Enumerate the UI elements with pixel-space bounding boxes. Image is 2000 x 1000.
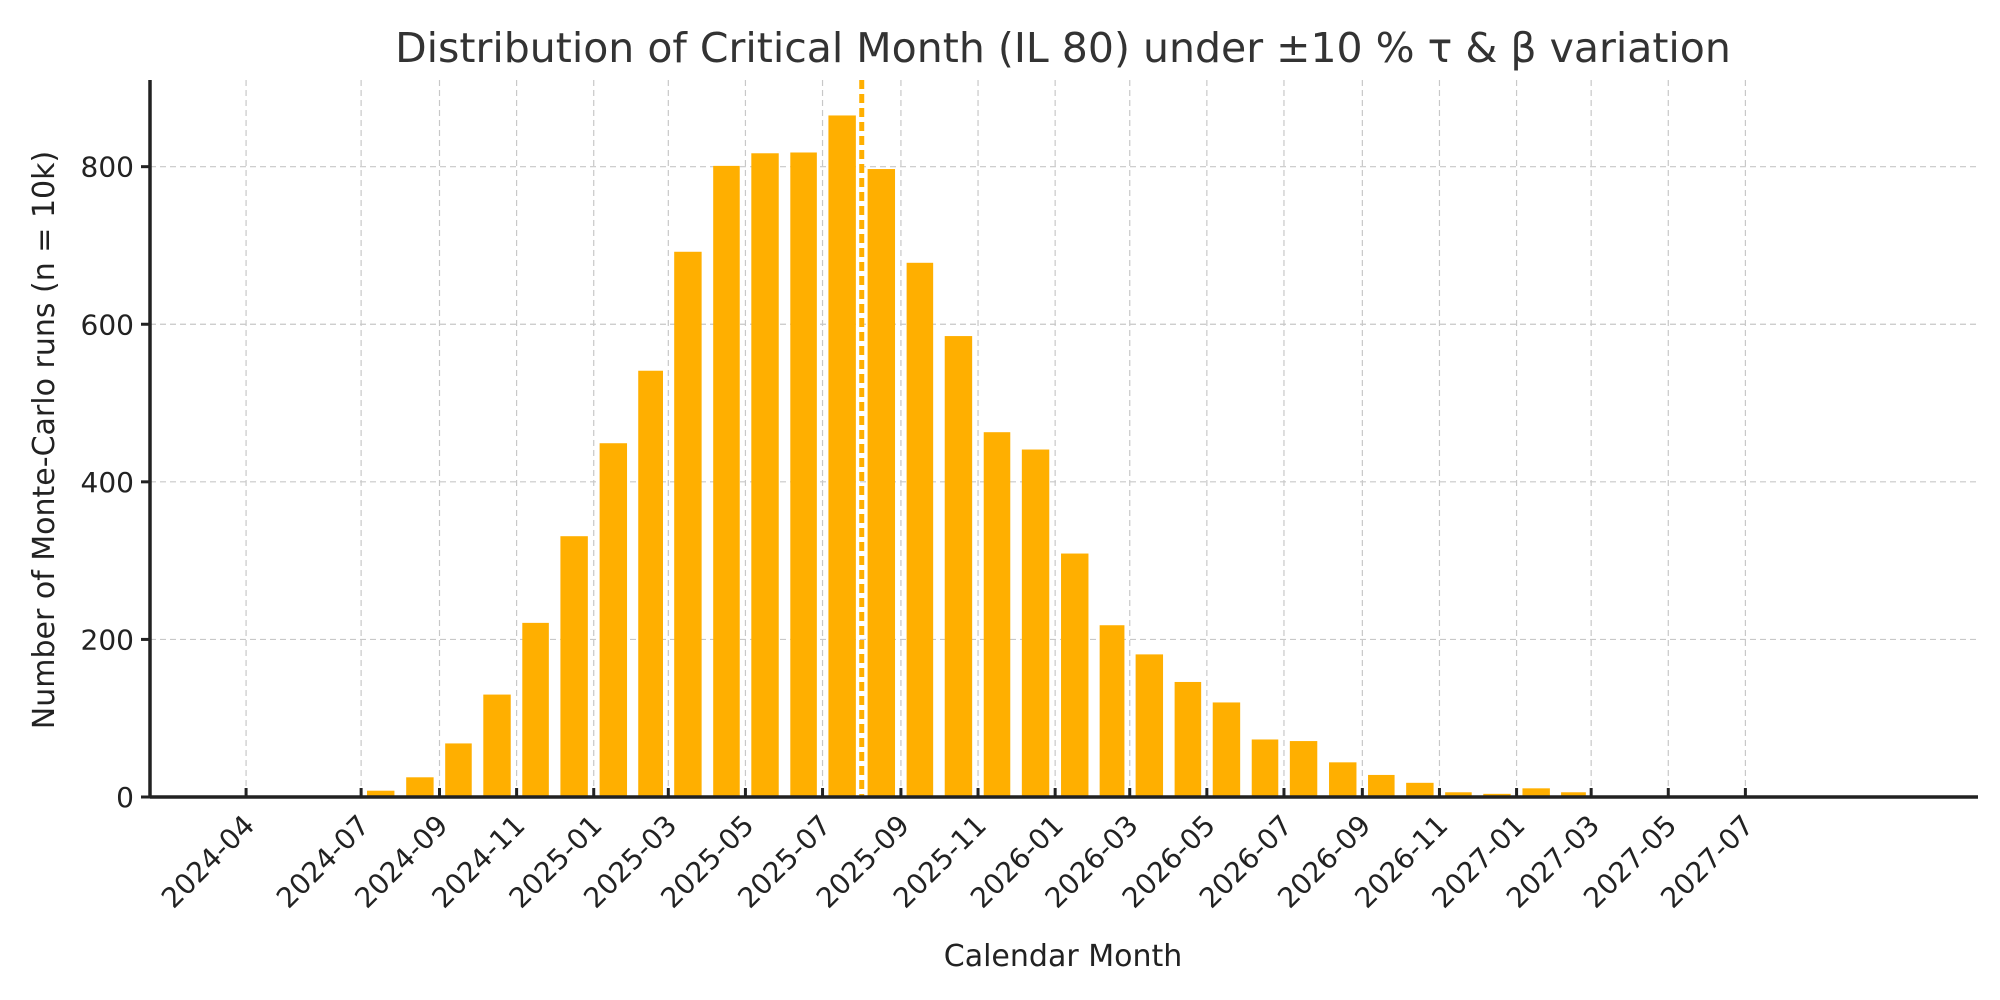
y-tick-label: 400 (81, 466, 134, 499)
bar-layer (366, 115, 1586, 798)
bar (1251, 739, 1279, 797)
bar (674, 251, 702, 797)
bar (983, 432, 1011, 797)
bar (483, 694, 511, 797)
bar (1174, 681, 1202, 797)
bar (1061, 553, 1089, 797)
y-tick-label: 200 (81, 623, 134, 656)
bar (522, 622, 549, 797)
bar (1445, 792, 1472, 797)
bar (906, 262, 934, 797)
chart-title: Distribution of Critical Month (IL 80) u… (395, 24, 1731, 72)
bar (445, 743, 472, 797)
y-tick-label: 800 (81, 151, 134, 184)
bar (1561, 792, 1586, 797)
bar (560, 536, 588, 797)
bar (1289, 741, 1318, 797)
bar (944, 336, 973, 797)
bar (1329, 762, 1357, 797)
x-tick-label: 2024-04 (155, 809, 261, 915)
bar (366, 790, 395, 797)
bar (1368, 774, 1395, 797)
bar (1135, 654, 1164, 797)
bar (1099, 625, 1125, 797)
bar (790, 152, 817, 797)
bar (751, 153, 779, 797)
bar (1021, 449, 1050, 797)
bar (867, 169, 896, 798)
y-tick-label: 0 (116, 781, 134, 814)
y-axis-label: Number of Monte-Carlo runs (n = 10k) (27, 151, 62, 729)
bar (638, 370, 664, 797)
bar (599, 443, 628, 797)
bar (1522, 788, 1550, 797)
axis-layer (148, 80, 1978, 799)
bar (828, 115, 856, 797)
x-axis-label: Calendar Month (944, 939, 1182, 974)
bar (1406, 782, 1434, 797)
y-tick-label: 600 (81, 308, 134, 341)
bar (713, 165, 740, 797)
bar (406, 777, 434, 797)
bar (1212, 702, 1241, 797)
